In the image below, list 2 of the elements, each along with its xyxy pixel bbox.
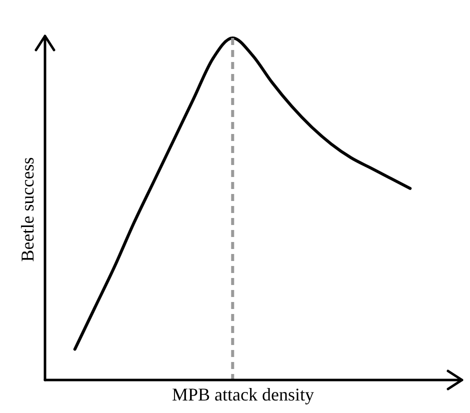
y-axis-title: Beetle success <box>18 157 38 262</box>
x-axis-title: MPB attack density <box>172 384 314 404</box>
